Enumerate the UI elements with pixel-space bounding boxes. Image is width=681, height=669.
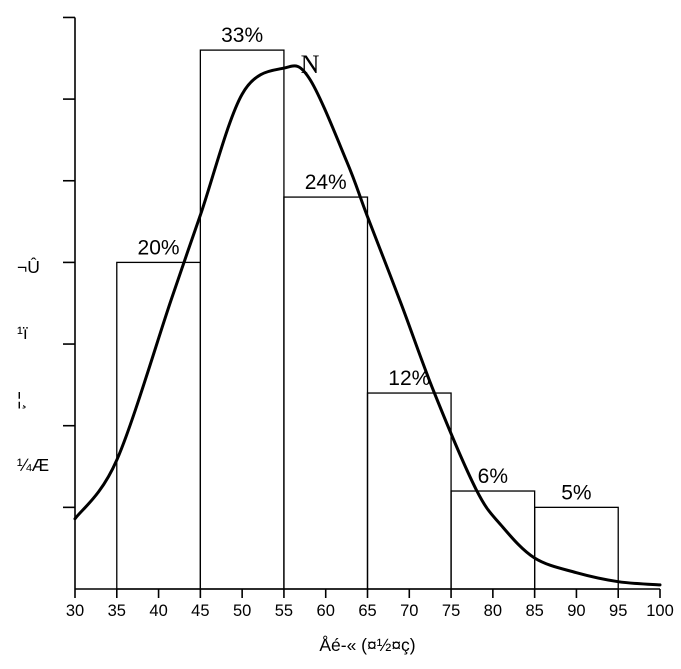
x-tick-label-75: 75 [442,602,460,620]
bar-value-label-20: 20% [138,236,180,259]
histogram-bar-85-95 [533,506,619,590]
x-tick-label-95: 95 [609,602,627,620]
x-axis-label: Åé-« (¤½¤ç) [319,635,416,655]
x-tick-label-100: 100 [646,602,674,620]
histogram-bar-45-55 [199,49,285,590]
curve-label-N: N [301,50,320,79]
x-tick-label-35: 35 [108,602,126,620]
bar-value-label-24: 24% [305,171,347,194]
x-tick-label-85: 85 [525,602,543,620]
y-axis-label-line-4: ¼Æ [17,455,50,475]
y-axis-label-line-3: ¦¸ [17,389,28,409]
x-tick-label-80: 80 [484,602,502,620]
y-axis-label-line-1: ¬Û [17,257,40,277]
x-tick-label-55: 55 [275,602,293,620]
y-axis-label-line-2: ¹ï [17,323,28,343]
histogram-bar-75-85 [450,490,536,590]
x-tick-label-70: 70 [400,602,418,620]
bar-value-label-12: 12% [388,367,430,390]
x-tick-label-60: 60 [317,602,335,620]
y-axis-label: ¬Û ¹ï ¦¸ ¼Æ [17,212,49,520]
bar-value-label-33: 33% [221,24,263,47]
x-tick-label-40: 40 [149,602,167,620]
x-tick-label-50: 50 [233,602,251,620]
x-tick-label-45: 45 [191,602,209,620]
x-tick-label-65: 65 [358,602,376,620]
x-tick-label-90: 90 [567,602,585,620]
histogram-bar-55-65 [283,196,369,590]
bar-value-label-5: 5% [561,481,591,504]
bar-value-label-6: 6% [478,465,508,488]
x-tick-label-30: 30 [66,602,84,620]
normal-curve [73,64,662,587]
histogram-bar-65-75 [366,392,452,590]
